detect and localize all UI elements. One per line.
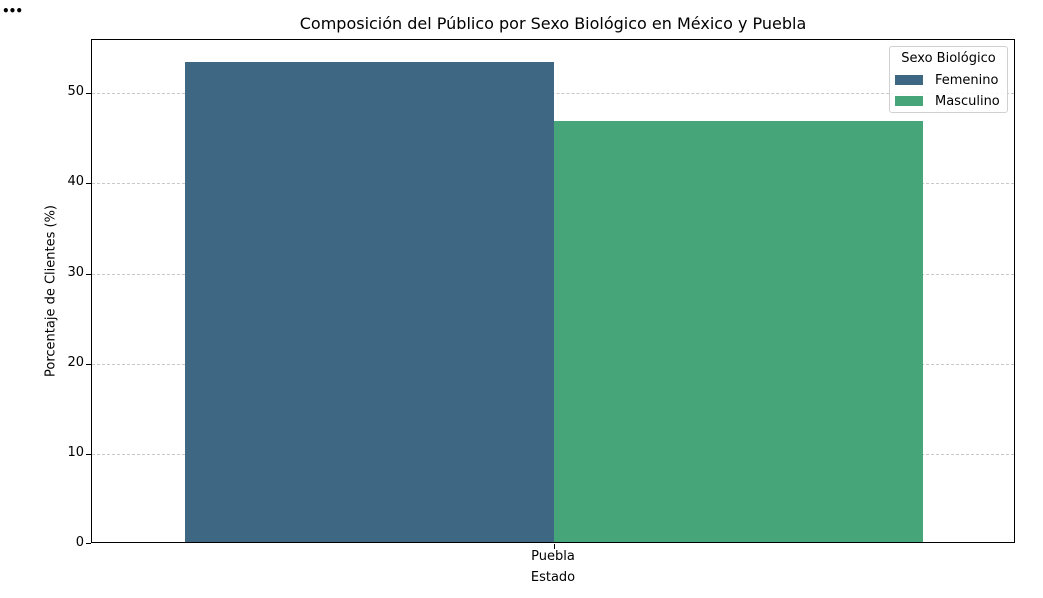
y-tick-label: 20 — [67, 354, 84, 370]
legend-swatch — [895, 96, 923, 106]
menu-dots-icon[interactable]: ••• — [2, 4, 23, 18]
y-tick-label: 50 — [67, 84, 84, 100]
legend-label: Femenino — [935, 72, 999, 88]
legend-item-femenino: Femenino — [895, 72, 998, 88]
chart-title: Composición del Público por Sexo Biológi… — [299, 14, 807, 33]
bar-femenino — [185, 62, 554, 542]
x-axis-label: Estado — [530, 570, 576, 585]
x-tick — [554, 544, 555, 549]
y-axis-label: Porcentaje de Clientes (%) — [43, 205, 59, 377]
y-tick — [86, 543, 91, 544]
legend: Sexo Biológico Femenino Masculino — [889, 46, 1008, 113]
y-tick — [86, 93, 91, 95]
y-tick-label: 10 — [67, 444, 84, 460]
y-tick-label: 40 — [67, 174, 84, 190]
x-tick-label: Puebla — [531, 549, 575, 564]
y-tick-label: 0 — [75, 535, 84, 550]
plot-area: 0 10 20 30 40 50 — [67, 39, 1015, 550]
y-tick — [86, 453, 91, 455]
y-tick — [86, 363, 91, 365]
y-tick-label: 30 — [67, 264, 84, 280]
legend-title: Sexo Biológico — [901, 51, 996, 66]
legend-swatch — [895, 75, 923, 85]
legend-item-masculino: Masculino — [895, 93, 1000, 109]
legend-label: Masculino — [935, 93, 1000, 109]
bar-masculino — [554, 120, 923, 542]
y-tick — [86, 273, 91, 275]
y-tick — [86, 183, 91, 185]
